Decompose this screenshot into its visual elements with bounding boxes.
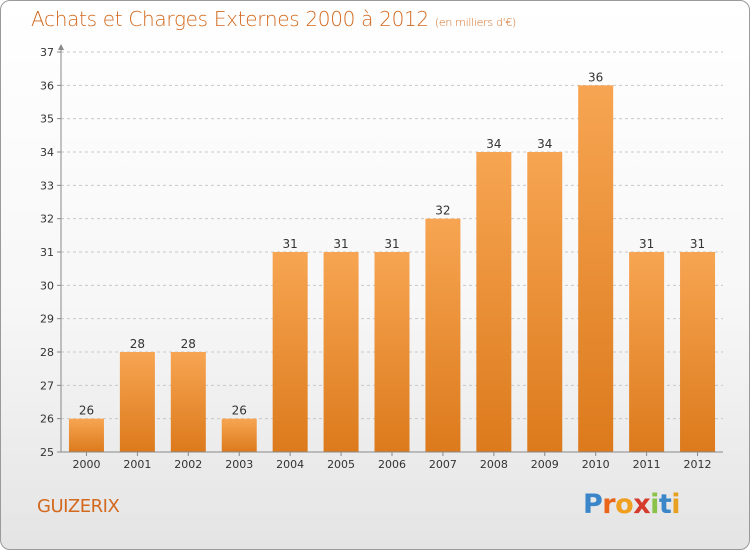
logo-letter: t — [658, 489, 672, 520]
x-tick-label-2003: 2003 — [225, 458, 253, 471]
y-tick-label: 35 — [40, 113, 54, 126]
y-tick-label: 28 — [40, 346, 54, 359]
bar-2010 — [578, 85, 614, 452]
value-label-2005: 31 — [333, 237, 348, 251]
value-label-2003: 26 — [232, 404, 247, 418]
logo-letter: i — [671, 489, 681, 520]
y-axis: 25 26 27 28 29 30 31 32 33 34 35 36 37 — [40, 44, 64, 459]
logo-letter: r — [602, 489, 616, 520]
x-tick-label-2012: 2012 — [684, 458, 712, 471]
value-label-2008: 34 — [486, 137, 501, 151]
x-tick-label-2001: 2001 — [123, 458, 151, 471]
value-label-2004: 31 — [283, 237, 298, 251]
x-tick-label-2002: 2002 — [174, 458, 202, 471]
bar-2000 — [68, 418, 104, 452]
x-tick-label-2005: 2005 — [327, 458, 355, 471]
y-tick-label: 33 — [40, 179, 54, 192]
chart-title-text: Achats et Charges Externes 2000 à 2012 — [31, 7, 429, 31]
y-tick-label: 25 — [40, 446, 54, 459]
proxiti-logo[interactable]: Proxiti — [583, 489, 681, 520]
bar-2005 — [323, 252, 359, 452]
y-tick-label: 30 — [40, 279, 54, 292]
value-label-2001: 28 — [130, 337, 145, 351]
x-tick-label-2000: 2000 — [72, 458, 100, 471]
value-label-2007: 32 — [435, 204, 450, 218]
bar-2007 — [425, 218, 461, 452]
logo-letter: i — [650, 489, 659, 520]
x-tick-label-2009: 2009 — [531, 458, 559, 471]
bar-2011 — [629, 252, 665, 452]
bar-2008 — [476, 152, 512, 452]
y-tick-label: 31 — [40, 246, 54, 259]
bar-2002 — [170, 352, 206, 452]
bar-2003 — [221, 418, 257, 452]
y-axis-arrow — [58, 44, 64, 50]
bars: 26 28 28 26 31 31 31 32 34 34 36 31 31 — [68, 70, 716, 452]
value-label-2010: 36 — [588, 70, 603, 84]
value-label-2012: 31 — [690, 237, 705, 251]
x-axis: 2000 2001 2002 2003 2004 2005 2006 2007 2008 2009… — [61, 451, 723, 471]
y-tick-label: 32 — [40, 213, 54, 226]
y-tick-label: 26 — [40, 413, 54, 426]
chart-subtitle: (en milliers d'€) — [434, 16, 517, 29]
bar-2001 — [119, 352, 155, 452]
x-tick-label-2010: 2010 — [582, 458, 610, 471]
value-label-2011: 31 — [639, 237, 654, 251]
logo-letter: P — [583, 489, 603, 520]
value-label-2009: 34 — [537, 137, 552, 151]
bar-2009 — [527, 152, 563, 452]
bar-2006 — [374, 252, 410, 452]
x-tick-label-2011: 2011 — [633, 458, 661, 471]
bar-2004 — [272, 252, 308, 452]
x-tick-label-2007: 2007 — [429, 458, 457, 471]
logo-letter: x — [633, 489, 651, 520]
x-tick-label-2006: 2006 — [378, 458, 406, 471]
y-tick-label: 29 — [40, 313, 54, 326]
value-label-2002: 28 — [181, 337, 196, 351]
x-tick-label-2004: 2004 — [276, 458, 304, 471]
y-tick-label: 27 — [40, 379, 54, 392]
x-tick-label-2008: 2008 — [480, 458, 508, 471]
value-label-2006: 31 — [384, 237, 399, 251]
value-label-2000: 26 — [79, 404, 94, 418]
bar-2012 — [680, 252, 716, 452]
logo-letter: o — [615, 489, 634, 520]
y-tick-label: 37 — [40, 46, 54, 59]
y-tick-label: 36 — [40, 79, 54, 92]
y-tick-label: 34 — [40, 146, 54, 159]
place-name: GUIZERIX — [37, 496, 120, 517]
chart-title: Achats et Charges Externes 2000 à 2012 (e… — [31, 7, 516, 31]
